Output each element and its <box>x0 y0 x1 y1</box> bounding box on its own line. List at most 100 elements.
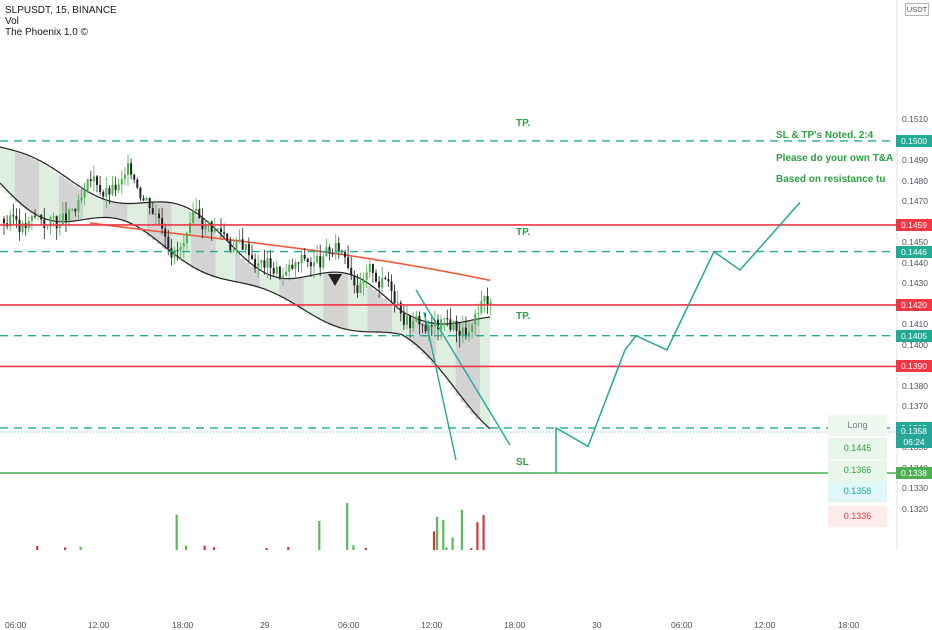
candle-body <box>30 215 33 221</box>
price-level-tag[interactable]: 0.1500 <box>896 134 932 147</box>
volume-bar <box>318 520 321 612</box>
note-line-1: SL & TP's Noted. 2:4 <box>776 130 874 141</box>
phoenix-band <box>475 318 481 420</box>
candle-body <box>216 228 219 230</box>
phoenix-band <box>14 152 20 203</box>
candle-body <box>151 208 154 215</box>
candle-body <box>424 324 427 332</box>
phoenix-band <box>382 298 388 333</box>
phoenix-band <box>220 239 226 280</box>
candle-body <box>406 315 408 325</box>
volume-bar <box>442 520 445 612</box>
candle-body <box>375 272 377 282</box>
candle-body <box>263 260 266 268</box>
volume-bar <box>346 503 349 612</box>
time-tick-label: 18:00 <box>838 620 860 630</box>
price-level-tag[interactable]: 0.1459 <box>896 218 932 231</box>
phoenix-band <box>441 324 446 377</box>
time-tick-label: 06:00 <box>671 620 693 630</box>
candle-body <box>18 219 21 232</box>
symbol-label[interactable]: SLPUSDT, 15, BINANCE <box>5 5 117 16</box>
candle-body <box>427 325 430 332</box>
phoenix-band <box>269 276 275 294</box>
phoenix-upper-line <box>0 146 491 325</box>
candle-body <box>486 296 489 306</box>
position-value-cell[interactable]: 0.1336 <box>828 506 887 527</box>
phoenix-band <box>34 160 40 217</box>
candle-body <box>433 319 436 327</box>
volume-bar <box>482 515 485 612</box>
candle-body <box>399 302 402 314</box>
candle-body <box>334 242 337 255</box>
trendline-upper <box>415 289 511 446</box>
price-level-tag[interactable]: 0.1338 <box>896 467 932 479</box>
phoenix-lower-line <box>0 182 491 430</box>
phoenix-band <box>151 201 157 241</box>
candle-body <box>278 266 281 278</box>
candle-body <box>331 253 334 255</box>
price-tick-label: 0.1480 <box>902 175 928 186</box>
position-value-cell[interactable]: 0.1366 <box>828 460 887 481</box>
price-level-tag[interactable]: 0.1446 <box>896 245 932 258</box>
candle-body <box>461 327 464 336</box>
indicator-label[interactable]: The Phoenix 1.0 © <box>5 27 88 38</box>
phoenix-band <box>117 203 123 221</box>
sell-signal-icon <box>328 274 342 286</box>
phoenix-band <box>210 229 216 277</box>
currency-badge[interactable]: USDT <box>905 3 929 16</box>
note-line-3: Based on resistance turni <box>776 174 886 185</box>
price-level-tag[interactable]: 0.1390 <box>896 360 932 373</box>
candle-body <box>210 221 213 232</box>
candle-body <box>201 218 204 230</box>
position-value-cell[interactable]: 0.1445 <box>828 438 887 459</box>
price-level-tag[interactable]: 0.1420 <box>896 298 932 311</box>
candle-body <box>272 267 275 274</box>
phoenix-band <box>53 172 59 222</box>
candle-body <box>365 272 368 280</box>
candle-body <box>65 213 67 221</box>
candle-body <box>185 232 188 244</box>
phoenix-band <box>166 202 172 252</box>
phoenix-band <box>338 272 343 329</box>
candle-body <box>387 278 390 282</box>
candle-body <box>378 281 381 288</box>
phoenix-band <box>200 220 206 274</box>
phoenix-band <box>460 321 466 403</box>
phoenix-band <box>191 212 196 269</box>
candle-body <box>402 313 405 325</box>
candle-body <box>309 262 312 267</box>
candle-body <box>412 320 415 329</box>
position-side-label[interactable]: Long <box>828 415 887 436</box>
candle-body <box>480 301 483 313</box>
phoenix-band <box>215 234 221 279</box>
price-level-tag[interactable]: 0.1405 <box>896 329 932 342</box>
position-value-cell[interactable]: 0.1358 <box>828 481 887 502</box>
price-tick-label: 0.1510 <box>902 114 928 125</box>
phoenix-band <box>254 269 260 288</box>
candle-body <box>111 184 114 195</box>
candle-body <box>92 176 95 182</box>
price-tick-label: 0.1380 <box>902 380 928 391</box>
price-tick-label: 0.1330 <box>902 483 928 494</box>
last-price-tag[interactable]: 0.1358 06:24 <box>896 426 932 448</box>
phoenix-band <box>196 216 201 272</box>
candle-body <box>61 213 64 225</box>
phoenix-band <box>93 196 98 218</box>
candle-body <box>483 296 486 302</box>
phoenix-band <box>9 150 15 198</box>
phoenix-band <box>362 282 368 332</box>
candle-body <box>244 243 247 250</box>
volume-label[interactable]: Vol <box>5 16 19 27</box>
phoenix-band <box>426 322 432 360</box>
phoenix-band <box>44 165 49 221</box>
phoenix-band <box>127 203 133 225</box>
time-tick-label: 18:00 <box>504 620 526 630</box>
phoenix-band <box>230 249 236 282</box>
phoenix-band <box>225 244 231 281</box>
candle-body <box>415 315 418 321</box>
candle-body <box>220 228 222 233</box>
phoenix-band <box>83 191 89 219</box>
time-tick-label: 12:00 <box>88 620 110 630</box>
